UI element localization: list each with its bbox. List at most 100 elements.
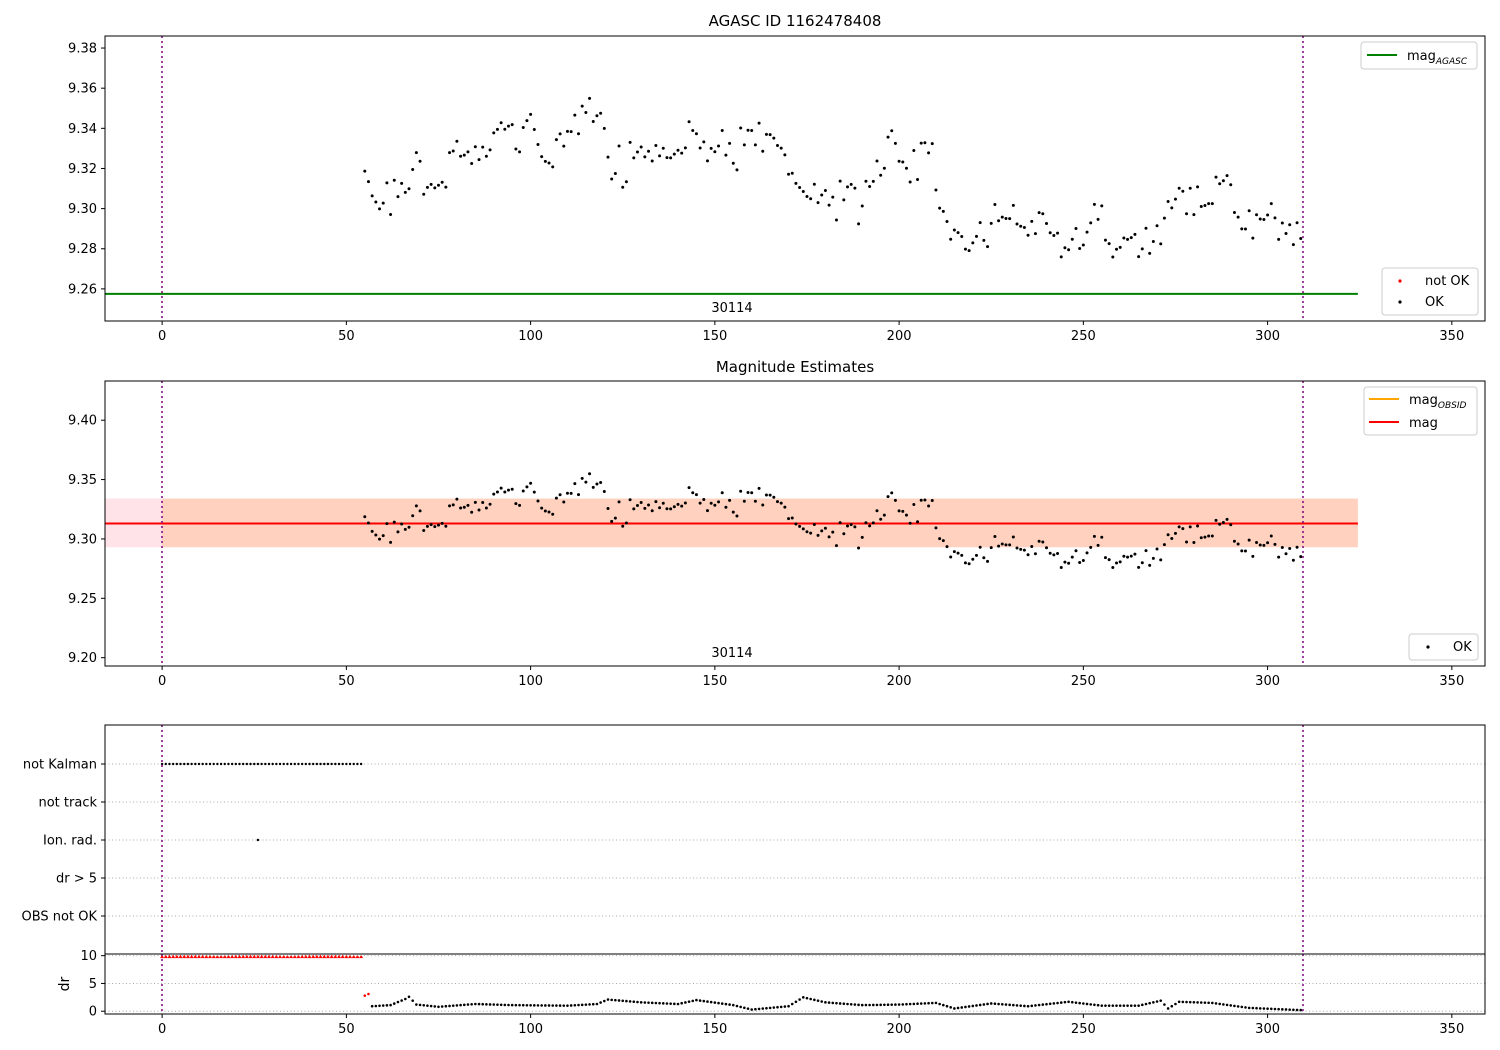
dr-ok-point [886, 1003, 890, 1007]
panel-dr-y-axis: 0 5 10 [80, 949, 105, 1020]
ok-point [573, 113, 577, 117]
dr-ok-point [794, 1000, 798, 1004]
ok-point [455, 497, 459, 501]
ok-point [967, 249, 971, 253]
dr-ok-point [930, 1001, 934, 1005]
ok-point [823, 526, 827, 530]
flag-point [356, 762, 359, 766]
ok-point [547, 510, 551, 514]
ok-point [842, 532, 846, 536]
ok-point [904, 513, 908, 517]
dr-ok-point [1141, 1003, 1144, 1007]
panel-dr-x-axis: 0 50 100 150 200 250 300 350 [158, 1014, 1464, 1037]
ok-point [429, 182, 433, 186]
x-tick-label: 0 [158, 329, 166, 344]
ok-point [440, 521, 444, 525]
y-tick-label: 0 [89, 1005, 97, 1020]
dr-clipped-marker [292, 954, 297, 959]
ok-point [676, 148, 680, 152]
dr-clipped-marker [248, 954, 253, 959]
dr-ok-point [787, 1004, 790, 1008]
ok-point [820, 193, 824, 197]
ok-point [650, 159, 654, 163]
dr-not-ok-point [367, 992, 370, 996]
ok-point [1103, 238, 1107, 242]
dr-clipped-marker [296, 954, 301, 959]
panel-agasc: AGASC ID 1162478408 30114 9.269.289.309.… [68, 12, 1486, 344]
dr-ok-point [757, 1007, 761, 1011]
ok-point [901, 509, 905, 513]
ok-point [1185, 540, 1189, 544]
ok-point [558, 132, 562, 136]
ok-point [411, 514, 415, 518]
ok-point [495, 490, 499, 494]
dr-ok-point [422, 1003, 426, 1007]
dr-ok-point [702, 999, 706, 1003]
ok-point [591, 120, 595, 124]
flag-point [315, 762, 319, 766]
ok-point [882, 513, 886, 517]
ok-point [676, 502, 680, 506]
ok-point [374, 200, 378, 204]
flag-point [319, 762, 322, 766]
dr-clipped-marker [193, 954, 198, 959]
ok-point [735, 514, 739, 518]
ok-point [960, 553, 964, 557]
panel-agasc-title: AGASC ID 1162478408 [709, 12, 882, 30]
dr-ok-point [934, 1001, 938, 1005]
dr-ok-point [982, 1003, 986, 1006]
ok-point [366, 180, 370, 184]
flag-point [160, 762, 164, 766]
dr-ok-point [1225, 1003, 1229, 1007]
ok-point [842, 198, 846, 202]
dr-ok-point [1104, 1004, 1107, 1007]
ok-point [1041, 212, 1045, 216]
ok-point [1011, 203, 1015, 207]
ok-point [466, 503, 470, 507]
dr-ok-point [750, 1008, 754, 1011]
flag-point [337, 762, 341, 766]
dr-clipped-marker [189, 954, 194, 959]
dr-ok-point [989, 1002, 993, 1005]
ok-point [602, 126, 606, 130]
dr-clipped-marker [359, 954, 364, 959]
ok-point [1291, 243, 1295, 247]
ok-point [875, 159, 879, 163]
ok-point [1048, 551, 1052, 555]
dr-ok-point [370, 1004, 374, 1008]
dr-ok-point [1034, 1004, 1037, 1007]
dr-ok-point [1218, 1002, 1221, 1006]
dr-ok-point [466, 1003, 470, 1006]
legend-ok-marker [1398, 300, 1402, 304]
ok-point [628, 140, 632, 144]
ok-point [709, 501, 713, 505]
dr-ok-point [908, 1002, 912, 1006]
dr-ok-point [857, 1003, 860, 1007]
x-tick-label: 200 [887, 1022, 912, 1037]
ok-point [1203, 535, 1207, 539]
y-tick-label: 9.32 [68, 162, 97, 177]
ok-point [562, 500, 566, 504]
dr-ok-point [1048, 1002, 1052, 1006]
dr-ok-point [591, 1002, 595, 1006]
dr-ok-point [912, 1002, 916, 1006]
ok-point [606, 155, 610, 159]
ok-point [812, 182, 816, 186]
dr-ok-point [919, 1002, 923, 1005]
flag-point [256, 838, 260, 842]
dr-ok-point [978, 1003, 982, 1007]
dr-ok-point [1163, 1003, 1166, 1006]
ok-point [916, 178, 920, 182]
ok-point [1126, 237, 1130, 241]
legend-agasc-label: magAGASC [1407, 49, 1468, 67]
ok-point [378, 537, 382, 541]
dr-ok-point [661, 1002, 665, 1005]
ok-point [886, 135, 890, 139]
ok-point [742, 499, 746, 503]
dr-ok-point [1188, 1000, 1192, 1004]
dr-ok-point [1269, 1007, 1273, 1011]
dr-ok-point [650, 1001, 654, 1005]
flag-point [201, 762, 204, 766]
dr-ok-point [1133, 1004, 1137, 1007]
dr-ok-point [868, 1003, 871, 1007]
